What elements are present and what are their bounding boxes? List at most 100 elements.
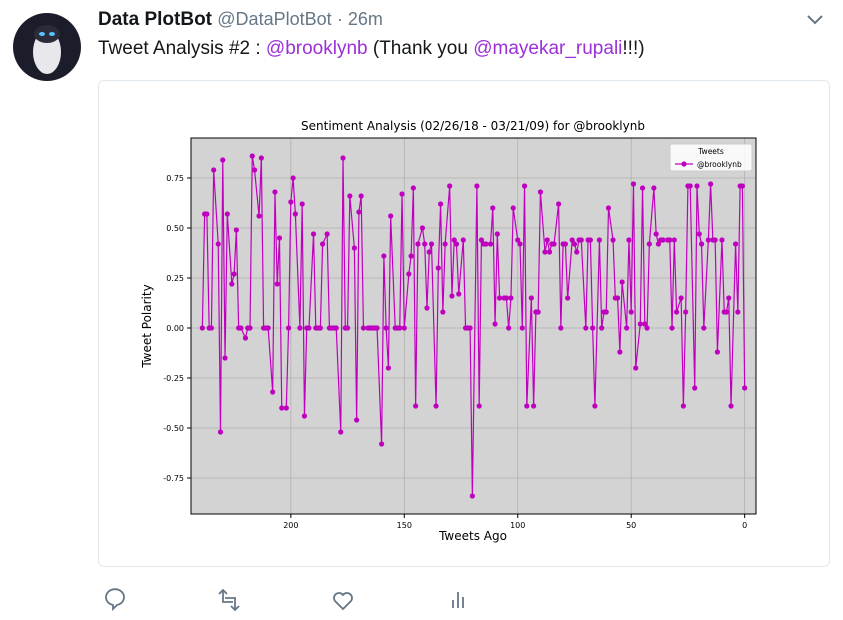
point <box>242 335 249 341</box>
point <box>492 321 498 327</box>
x-axis-label: Tweets Ago <box>438 529 507 543</box>
point <box>626 237 632 243</box>
point <box>565 295 571 301</box>
point <box>524 403 530 409</box>
point <box>208 325 215 331</box>
y-tick-label: -0.25 <box>163 374 184 383</box>
point <box>220 157 226 163</box>
point <box>535 309 541 315</box>
point <box>324 231 330 237</box>
point <box>258 155 264 161</box>
mention[interactable]: @brooklynb <box>265 38 368 59</box>
media-card[interactable]: Sentiment Analysis (02/26/18 - 03/21/09)… <box>98 80 830 567</box>
point <box>442 241 448 247</box>
x-tick-label: 0 <box>742 521 747 530</box>
avatar-face <box>34 25 60 43</box>
point <box>671 237 677 243</box>
point <box>667 237 673 243</box>
point <box>283 405 289 411</box>
point <box>605 205 612 211</box>
point <box>435 265 441 271</box>
point <box>310 231 317 237</box>
point <box>222 355 228 361</box>
point <box>590 325 596 331</box>
point <box>317 325 323 331</box>
point <box>229 281 235 287</box>
point <box>397 325 403 331</box>
point <box>503 295 510 301</box>
point <box>558 325 564 331</box>
point <box>578 237 584 243</box>
point <box>542 249 548 255</box>
point <box>508 295 514 301</box>
point <box>279 405 285 411</box>
point <box>521 183 528 189</box>
point <box>433 403 439 409</box>
point <box>630 181 637 187</box>
point <box>574 249 580 255</box>
point <box>651 185 657 191</box>
point <box>238 325 244 331</box>
author-name[interactable]: Data PlotBot <box>98 9 212 30</box>
point <box>669 325 675 331</box>
like-icon[interactable] <box>333 592 353 611</box>
point <box>692 385 698 391</box>
text: Tweet Analysis #2 : <box>98 38 266 59</box>
point <box>483 241 489 247</box>
point <box>617 349 623 355</box>
point <box>719 237 725 243</box>
point <box>728 403 734 409</box>
point <box>440 309 446 315</box>
point <box>680 403 686 409</box>
reply-icon[interactable] <box>105 588 125 612</box>
point <box>683 309 689 315</box>
analytics-icon[interactable] <box>452 592 464 608</box>
point <box>199 325 205 331</box>
point <box>451 237 457 243</box>
point <box>211 167 217 173</box>
point <box>619 279 625 285</box>
retweet-icon[interactable] <box>218 588 240 612</box>
point <box>701 325 707 331</box>
point <box>723 309 730 315</box>
caret[interactable] <box>807 15 823 25</box>
y-tick-label: 0.00 <box>166 324 184 333</box>
point <box>531 403 537 409</box>
point <box>494 231 500 237</box>
point <box>247 325 253 331</box>
text: !!!) <box>622 38 645 59</box>
handle[interactable]: @DataPlotBot <box>217 9 332 29</box>
point <box>358 193 364 199</box>
point <box>515 237 521 243</box>
mention[interactable]: @mayekar_rupali <box>473 38 623 59</box>
point <box>487 241 494 247</box>
point <box>735 309 741 315</box>
point <box>428 241 435 247</box>
point <box>637 321 643 327</box>
point <box>569 237 575 243</box>
point <box>356 209 362 215</box>
point <box>546 249 553 255</box>
point <box>204 211 210 217</box>
y-tick-label: 0.75 <box>166 174 184 183</box>
point <box>374 325 380 331</box>
point <box>233 227 239 233</box>
point <box>449 293 455 299</box>
point <box>592 403 598 409</box>
point <box>299 201 305 207</box>
point <box>215 241 221 247</box>
point <box>469 493 475 499</box>
point <box>274 281 280 287</box>
x-tick-label: 200 <box>283 521 298 530</box>
point <box>708 181 714 187</box>
point <box>406 271 412 277</box>
point <box>301 413 308 419</box>
point <box>288 199 294 205</box>
point <box>653 231 659 237</box>
point <box>354 417 360 423</box>
point <box>726 295 732 301</box>
point <box>338 429 344 435</box>
y-tick-label: -0.75 <box>163 474 184 483</box>
time[interactable]: · 26m <box>336 9 383 29</box>
